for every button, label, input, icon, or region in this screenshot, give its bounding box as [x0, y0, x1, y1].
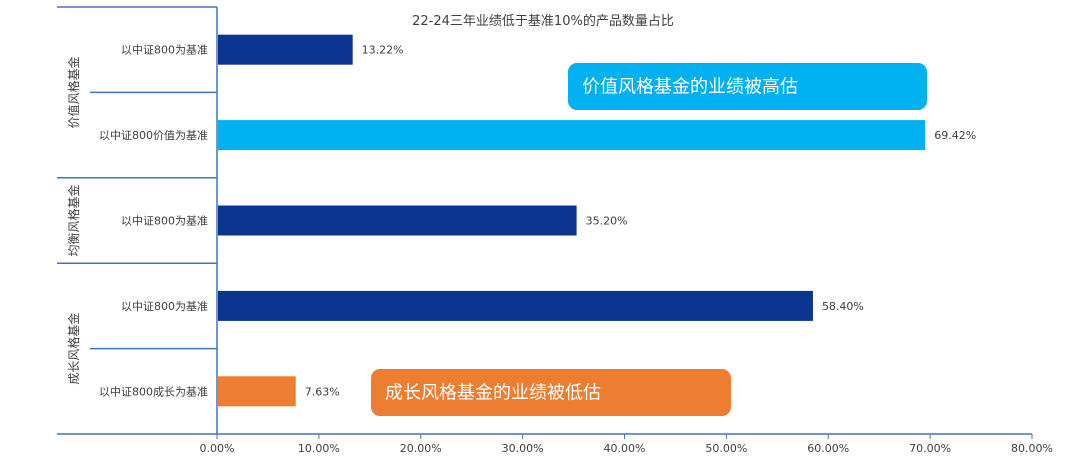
data-label: 13.22% [362, 44, 404, 57]
x-tick-label: 20.00% [400, 442, 442, 455]
category-label: 以中证800为基准 [121, 300, 208, 313]
category-label: 以中证800为基准 [121, 44, 208, 57]
bar [218, 290, 813, 321]
x-tick-label: 60.00% [807, 442, 849, 455]
callout-text: 成长风格基金的业绩被低估 [385, 383, 601, 404]
x-tick-label: 50.00% [705, 442, 747, 455]
x-tick-label: 0.00% [200, 442, 235, 455]
bars [218, 34, 926, 407]
data-label: 58.40% [822, 300, 864, 313]
data-label: 7.63% [305, 385, 340, 398]
x-tick-label: 10.00% [298, 442, 340, 455]
x-tick-label: 80.00% [1011, 442, 1053, 455]
labels: 0.00% 10.00% 20.00% 30.00% 40.00% 50.00% 60.00… [66, 44, 1053, 455]
category-label: 以中证800为基准 [121, 215, 208, 228]
group-label: 均衡风格基金 [66, 184, 81, 256]
group-label: 价值风格基金 [66, 56, 81, 128]
data-label: 69.42% [934, 129, 976, 142]
chart-title: 22-24三年业绩低于基准10%的产品数量占比 [412, 13, 674, 29]
data-label: 35.20% [586, 215, 628, 228]
callout-box [371, 369, 731, 416]
bar [218, 205, 577, 236]
x-tick-label: 40.00% [604, 442, 646, 455]
callout-text: 价值风格基金的业绩被高估 [582, 77, 798, 98]
x-tick-label: 70.00% [909, 442, 951, 455]
bar [218, 376, 296, 407]
category-label: 以中证800价值为基准 [99, 129, 208, 142]
bar [218, 120, 926, 151]
category-label: 以中证800成长为基准 [99, 385, 208, 398]
group-label: 成长风格基金 [66, 313, 81, 385]
callout-box [568, 63, 927, 110]
x-tick-label: 30.00% [502, 442, 544, 455]
bar [218, 34, 353, 65]
axes [57, 6, 1033, 439]
